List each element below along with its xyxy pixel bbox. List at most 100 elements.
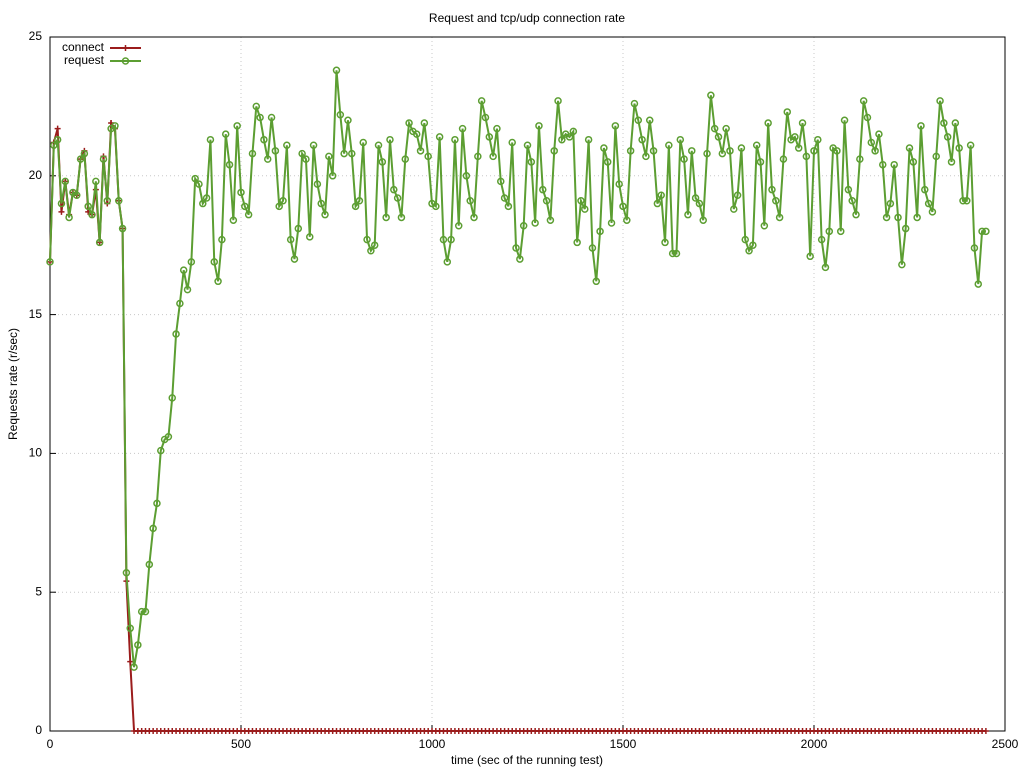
data-point — [756, 158, 765, 166]
data-point — [905, 144, 914, 152]
data-point — [607, 219, 616, 227]
data-point — [779, 155, 788, 163]
data-point — [577, 197, 585, 205]
data-point — [936, 97, 944, 105]
data-point — [202, 194, 211, 202]
data-point — [439, 235, 448, 244]
data-point — [519, 222, 528, 230]
data-point — [256, 113, 264, 122]
data-point — [775, 213, 784, 222]
data-point — [733, 191, 742, 199]
legend-label: connect — [62, 40, 105, 54]
data-point — [894, 213, 902, 222]
data-point — [50, 141, 58, 150]
y-tick-label: 15 — [29, 307, 43, 321]
data-point — [928, 208, 937, 216]
data-point — [752, 141, 761, 150]
data-point — [298, 149, 306, 158]
data-point — [72, 191, 81, 199]
data-point — [279, 197, 287, 205]
data-point — [432, 202, 440, 211]
data-point — [707, 91, 715, 100]
data-point — [485, 133, 494, 141]
data-point — [802, 152, 811, 161]
data-point — [474, 152, 482, 161]
chart-title: Request and tcp/udp connection rate — [429, 11, 625, 25]
x-tick-label: 1500 — [610, 737, 637, 751]
y-tick-label: 0 — [35, 723, 42, 737]
data-point — [836, 227, 845, 236]
data-point — [817, 235, 826, 244]
data-point — [477, 97, 486, 105]
data-point — [103, 197, 112, 205]
data-point — [649, 147, 658, 155]
data-point — [653, 199, 662, 208]
data-point — [500, 194, 509, 202]
data-point — [814, 135, 822, 144]
y-tick-label: 20 — [29, 168, 43, 182]
data-point — [710, 124, 719, 133]
x-tick-label: 500 — [231, 737, 251, 751]
data-point — [821, 263, 830, 272]
data-point — [764, 119, 772, 127]
data-point — [546, 216, 555, 224]
data-point — [458, 124, 467, 133]
data-point — [898, 260, 906, 269]
data-point — [863, 113, 872, 122]
data-point — [115, 197, 123, 205]
data-point — [661, 238, 669, 247]
data-point — [420, 119, 429, 127]
data-point — [466, 197, 474, 205]
data-point — [454, 222, 463, 230]
data-point — [241, 202, 249, 211]
data-point — [54, 125, 61, 132]
data-point — [118, 224, 127, 233]
data-point — [451, 135, 459, 144]
data-point — [645, 116, 654, 125]
data-point — [917, 122, 925, 130]
data-point — [745, 247, 753, 255]
data-point — [840, 116, 849, 125]
data-point — [363, 235, 371, 244]
data-point — [65, 213, 73, 222]
data-point — [127, 658, 134, 665]
data-point — [462, 172, 471, 180]
data-point — [691, 194, 700, 202]
data-point — [424, 152, 432, 161]
data-point — [940, 119, 948, 127]
data-point — [237, 188, 245, 197]
data-point — [875, 130, 883, 138]
data-point — [726, 147, 734, 155]
data-point — [626, 147, 635, 155]
data-point — [294, 224, 303, 233]
data-point — [126, 624, 134, 633]
data-point — [856, 155, 864, 163]
data-point — [833, 147, 841, 155]
data-point — [195, 180, 203, 188]
data-point — [611, 122, 620, 130]
data-point — [657, 191, 665, 199]
data-point — [130, 663, 138, 671]
data-point — [772, 197, 780, 205]
data-point — [183, 285, 192, 294]
data-point — [573, 238, 581, 247]
data-point — [516, 255, 524, 263]
data-point — [355, 197, 364, 205]
data-point — [603, 158, 612, 166]
data-point — [210, 258, 219, 266]
data-point — [374, 141, 383, 150]
data-point — [95, 238, 104, 247]
data-point — [695, 199, 704, 208]
data-point — [397, 213, 406, 222]
data-point — [497, 177, 505, 186]
data-point — [46, 258, 54, 266]
data-point — [149, 524, 157, 533]
data-point — [569, 127, 578, 136]
data-point — [982, 227, 990, 236]
data-point — [137, 607, 146, 616]
data-point — [882, 213, 891, 222]
data-point — [313, 180, 322, 188]
data-point — [737, 144, 746, 152]
data-point — [157, 446, 165, 455]
data-point — [271, 147, 280, 155]
